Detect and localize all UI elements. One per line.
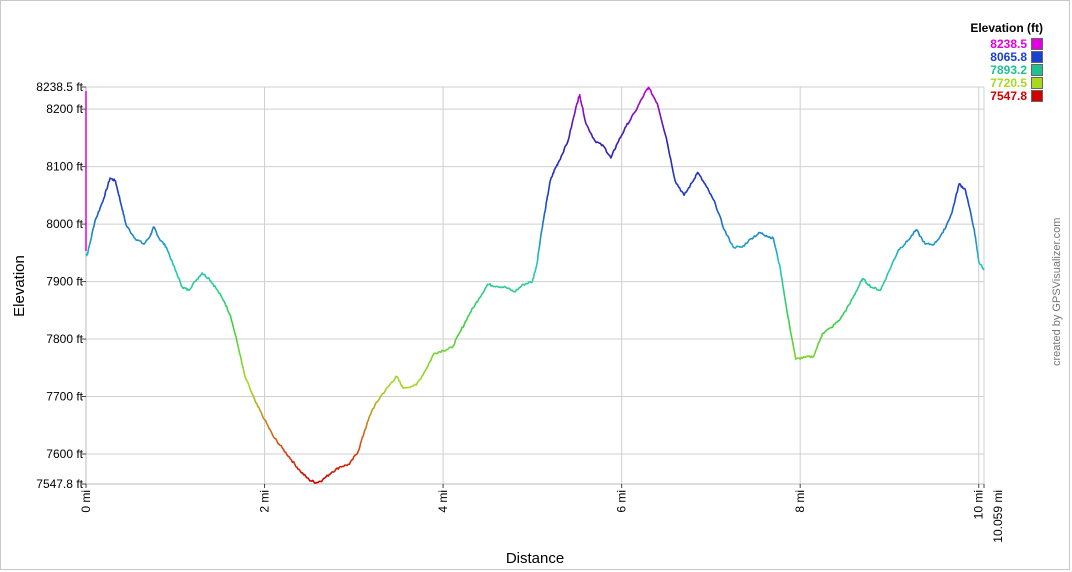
legend-entry: 8065.8	[970, 49, 1043, 64]
legend-swatch	[1031, 76, 1043, 89]
legend-swatch	[1031, 37, 1043, 50]
x-tick-label: 2 mi	[258, 490, 272, 513]
grid	[85, 86, 985, 485]
legend-title: Elevation (ft)	[970, 21, 1043, 35]
credit-text: created by GPSVisualizer.com	[1051, 217, 1063, 366]
legend-entry-label: 7720.5	[990, 75, 1027, 90]
y-tick-label: 7900 ft	[46, 275, 83, 289]
x-axis-label: Distance	[506, 550, 564, 567]
y-axis-ticks: 7547.8 ft 7600 ft 7700 ft 7800 ft 7900 ft 800…	[36, 80, 86, 491]
x-axis-ticks: 0 mi 2 mi 4 mi 6 mi 8 mi 10 mi 10.059 mi	[79, 484, 1005, 543]
elevation-series-line	[85, 86, 985, 485]
legend-entry-label: 7547.8	[990, 88, 1027, 103]
legend: Elevation (ft) 8238.5 8065.8 7893.2 7720.5 7…	[970, 21, 1043, 103]
legend-entry-label: 8065.8	[990, 49, 1027, 64]
x-tick-label: 8 mi	[793, 490, 807, 513]
y-tick-label: 7600 ft	[46, 447, 83, 461]
y-axis-label: Elevation	[11, 255, 28, 317]
legend-entry-label: 7893.2	[990, 62, 1027, 77]
legend-entry: 7893.2	[970, 62, 1043, 77]
x-tick-label: 10.059 mi	[991, 490, 1005, 543]
y-tick-label: 7800 ft	[46, 332, 83, 346]
y-tick-label: 7700 ft	[46, 390, 83, 404]
y-tick-label: 8238.5 ft	[36, 80, 83, 94]
legend-entry: 7547.8	[970, 88, 1043, 103]
legend-entry: 7720.5	[970, 75, 1043, 90]
y-tick-label: 8000 ft	[46, 217, 83, 231]
legend-swatch	[1031, 63, 1043, 76]
x-tick-label: 0 mi	[79, 490, 93, 513]
x-tick-label: 6 mi	[615, 490, 629, 513]
x-tick-label: 10 mi	[972, 490, 986, 519]
legend-entry-label: 8238.5	[990, 36, 1027, 51]
legend-entry: 8238.5	[970, 36, 1043, 51]
y-tick-label: 7547.8 ft	[36, 477, 83, 491]
y-tick-label: 8200 ft	[46, 102, 83, 116]
legend-swatch	[1031, 50, 1043, 63]
x-tick-label: 4 mi	[436, 490, 450, 513]
y-tick-label: 8100 ft	[46, 160, 83, 174]
legend-swatch	[1031, 89, 1043, 102]
